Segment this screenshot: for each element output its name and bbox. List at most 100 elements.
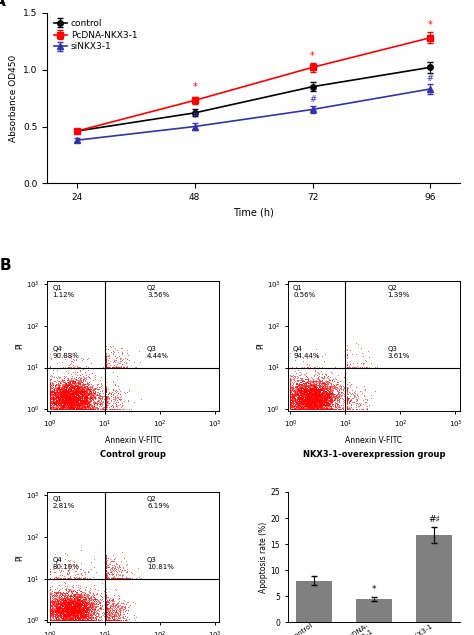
Point	[102, 603, 110, 613]
Point	[107, 605, 114, 615]
Point	[57, 403, 64, 413]
Point	[82, 599, 90, 610]
Point	[77, 590, 85, 600]
Point	[54, 606, 62, 616]
Point	[302, 394, 310, 404]
Point	[102, 570, 110, 580]
Point	[75, 604, 83, 614]
Point	[78, 386, 85, 396]
Point	[301, 387, 308, 397]
Point	[84, 615, 92, 625]
Point	[77, 600, 85, 610]
Point	[325, 389, 333, 399]
Point	[308, 383, 316, 393]
Point	[53, 404, 61, 414]
Point	[305, 399, 313, 409]
Point	[63, 402, 71, 412]
Point	[71, 392, 79, 402]
Point	[316, 404, 323, 414]
Point	[317, 392, 324, 402]
Point	[293, 373, 301, 383]
Point	[307, 391, 315, 401]
Point	[46, 598, 54, 608]
Point	[305, 393, 313, 403]
Point	[63, 605, 70, 615]
Point	[56, 399, 64, 409]
Point	[116, 573, 124, 583]
Point	[59, 403, 66, 413]
Point	[307, 387, 314, 397]
Point	[77, 396, 84, 406]
Point	[102, 610, 110, 620]
Point	[317, 391, 324, 401]
Point	[287, 390, 294, 400]
Point	[74, 390, 82, 400]
Point	[66, 609, 74, 619]
Point	[68, 604, 76, 614]
Point	[65, 389, 73, 399]
Point	[71, 394, 79, 404]
Point	[297, 398, 304, 408]
Point	[82, 396, 90, 406]
Point	[67, 396, 75, 406]
Point	[320, 396, 328, 406]
Point	[57, 599, 64, 609]
Point	[102, 360, 110, 370]
Point	[62, 573, 69, 583]
Point	[73, 396, 81, 406]
Point	[326, 387, 334, 398]
Point	[83, 390, 91, 400]
Point	[55, 596, 62, 606]
Point	[67, 388, 74, 398]
Point	[298, 380, 306, 391]
Point	[316, 404, 323, 414]
Point	[310, 398, 318, 408]
Point	[87, 594, 95, 605]
Point	[94, 404, 101, 414]
Point	[75, 382, 82, 392]
Point	[319, 404, 327, 414]
Point	[295, 388, 302, 398]
Point	[64, 605, 71, 615]
Point	[323, 396, 330, 406]
Point	[80, 404, 88, 414]
Point	[102, 612, 110, 622]
Point	[84, 384, 92, 394]
Point	[59, 612, 67, 622]
Point	[64, 400, 72, 410]
Point	[111, 395, 119, 405]
Point	[309, 392, 317, 403]
Point	[72, 605, 79, 615]
Point	[70, 385, 77, 395]
Point	[84, 404, 92, 414]
Point	[321, 404, 329, 414]
Point	[73, 404, 80, 414]
Point	[62, 606, 70, 616]
Point	[78, 396, 85, 406]
Point	[310, 402, 317, 412]
Point	[58, 401, 66, 411]
Point	[75, 384, 82, 394]
Point	[68, 381, 76, 391]
Point	[301, 388, 309, 398]
Point	[368, 358, 375, 368]
Point	[90, 609, 98, 619]
Point	[98, 399, 106, 409]
Point	[297, 387, 304, 397]
Point	[295, 379, 303, 389]
Point	[102, 605, 110, 615]
Point	[74, 613, 82, 624]
Point	[63, 615, 70, 625]
Point	[55, 396, 62, 406]
Point	[322, 391, 329, 401]
Point	[94, 604, 101, 614]
Point	[77, 606, 84, 617]
Point	[66, 393, 73, 403]
Point	[287, 395, 294, 405]
Point	[56, 387, 64, 397]
Point	[80, 392, 88, 403]
Point	[296, 394, 303, 404]
Point	[60, 596, 67, 606]
Point	[59, 403, 67, 413]
Point	[322, 393, 330, 403]
